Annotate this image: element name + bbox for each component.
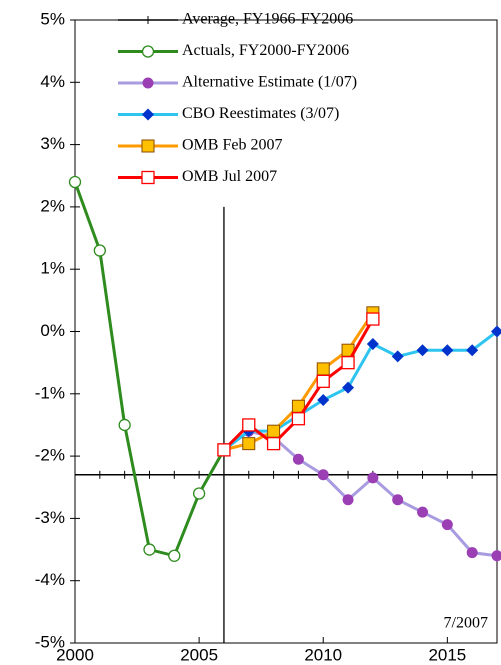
series-line (223, 330, 498, 452)
x-tick-label: 2005 (180, 645, 218, 664)
point (466, 547, 478, 559)
point (416, 344, 429, 357)
series (74, 470, 498, 479)
point (491, 550, 501, 562)
legend-label: CBO Reestimates (3/07) (182, 105, 339, 122)
y-tick-label: 2% (40, 196, 65, 215)
legend-label: Alternative Estimate (1/07) (182, 74, 357, 91)
y-tick-label: 4% (40, 72, 65, 91)
x-tick-label: 2000 (56, 645, 94, 664)
y-tick-label: 1% (40, 259, 65, 278)
legend-label: OMB Jul 2007 (182, 168, 277, 185)
annotation: 7/2007 (444, 615, 488, 632)
point (391, 350, 404, 363)
legend-label: OMB Feb 2007 (182, 137, 282, 154)
legend-marker (142, 108, 154, 121)
y-tick-label: 3% (40, 134, 65, 153)
legend-marker (141, 170, 155, 185)
y-tick-label: 0% (40, 321, 65, 340)
y-tick-label: -2% (35, 446, 65, 465)
legend-label: Actuals, FY2000-FY2006 (182, 42, 349, 59)
point (441, 344, 454, 357)
point (316, 362, 330, 376)
series (68, 175, 231, 562)
series-line (223, 429, 498, 558)
point (291, 412, 306, 426)
x-tick-label: 2010 (304, 645, 342, 664)
legend-label: Average, FY1966-FY2006 (182, 11, 353, 28)
y-tick-label: 5% (40, 9, 65, 28)
point (292, 453, 304, 465)
point (367, 472, 379, 484)
point (217, 443, 231, 457)
point (466, 344, 479, 357)
y-tick-label: -5% (35, 632, 65, 651)
point (366, 337, 379, 350)
series-line (73, 181, 226, 558)
point (68, 175, 82, 189)
point (266, 436, 281, 451)
point (417, 506, 429, 518)
point (168, 549, 181, 562)
y-tick-label: -3% (35, 508, 65, 527)
series (218, 425, 501, 562)
y-tick-label: -4% (35, 570, 65, 589)
legend-marker (141, 45, 155, 58)
series (217, 312, 380, 457)
y-tick-label: -1% (35, 383, 65, 402)
point (341, 355, 355, 370)
point (192, 487, 206, 500)
legend-marker (142, 77, 154, 89)
point (118, 418, 131, 432)
point (342, 381, 355, 394)
point (93, 244, 106, 257)
point (491, 325, 501, 338)
point (143, 543, 156, 556)
x-tick-label: 2015 (428, 645, 466, 664)
legend-marker (141, 139, 155, 153)
legend: Average, FY1966-FY2006 Actuals, FY2000-FY… (118, 11, 357, 185)
point (392, 494, 404, 506)
point (242, 437, 256, 451)
point (441, 519, 453, 531)
point (242, 418, 256, 432)
point (317, 394, 330, 407)
point (316, 374, 330, 388)
point (342, 494, 354, 506)
point (366, 312, 380, 326)
point (317, 469, 329, 481)
point (267, 424, 281, 438)
